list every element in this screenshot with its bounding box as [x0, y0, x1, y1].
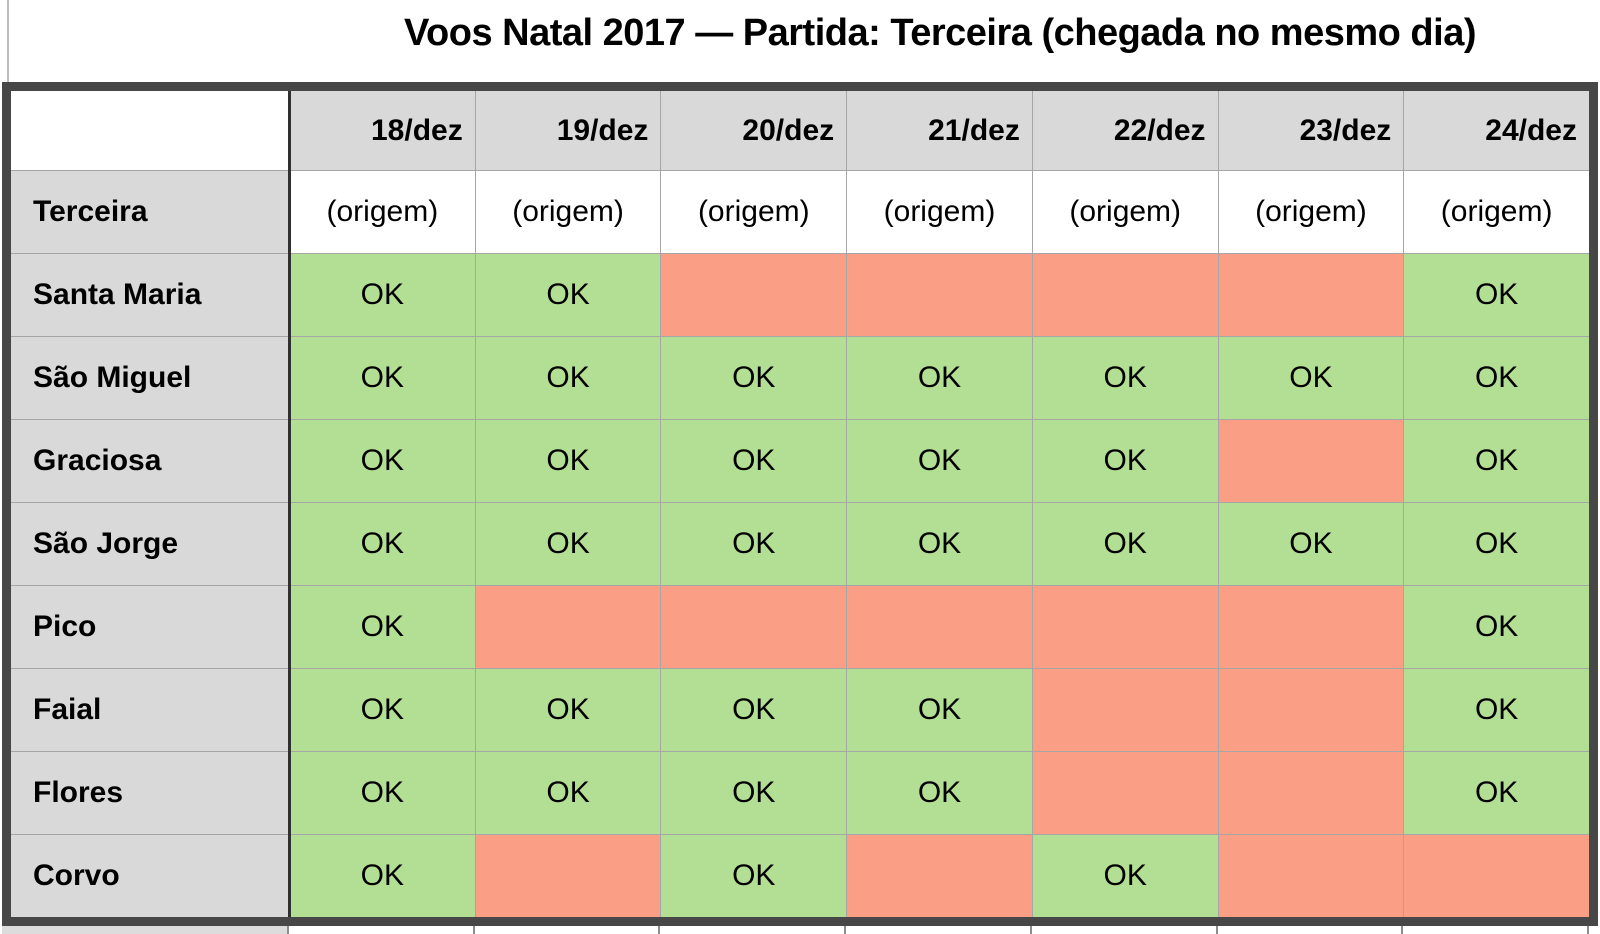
cell-pico-19/dez[interactable] [475, 586, 661, 668]
flights-grid: 18/dez 19/dez 20/dez 21/dez 22/dez 23/dez 24/d… [11, 91, 1589, 917]
cell-santa-maria-23/dez[interactable] [1218, 254, 1404, 336]
cell-pico-20/dez[interactable] [661, 586, 847, 668]
cell-são-miguel-19/dez[interactable]: OK [475, 337, 661, 419]
cell-são-jorge-23/dez[interactable]: OK [1218, 503, 1404, 585]
cell-faial-18/dez[interactable]: OK [290, 669, 475, 751]
cell-graciosa-18/dez[interactable]: OK [290, 420, 475, 502]
cell-são-miguel-22/dez[interactable]: OK [1032, 337, 1218, 419]
cell-pico-23/dez[interactable] [1218, 586, 1404, 668]
cell-santa-maria-19/dez[interactable]: OK [475, 254, 661, 336]
cell-faial-22/dez[interactable] [1032, 669, 1218, 751]
cell-flores-22/dez[interactable] [1032, 752, 1218, 834]
cell-flores-23/dez[interactable] [1218, 752, 1404, 834]
cutoff-row-strip [2, 926, 1598, 934]
cell-faial-21/dez[interactable]: OK [847, 669, 1032, 751]
cell-corvo-19/dez[interactable] [475, 835, 661, 917]
cell-são-miguel-23/dez[interactable]: OK [1218, 337, 1404, 419]
row-label-santa-maria[interactable]: Santa Maria [11, 254, 289, 336]
cutoff-gridline-tick [1216, 926, 1218, 934]
cell-santa-maria-18/dez[interactable]: OK [290, 254, 475, 336]
cell-corvo-24/dez[interactable] [1404, 835, 1589, 917]
cell-pico-22/dez[interactable] [1032, 586, 1218, 668]
cell-são-jorge-24/dez[interactable]: OK [1404, 503, 1589, 585]
cutoff-gridline-tick [1401, 926, 1403, 934]
cell-terceira-20/dez[interactable]: (origem) [661, 171, 847, 253]
cell-terceira-21/dez[interactable]: (origem) [847, 171, 1032, 253]
cell-santa-maria-22/dez[interactable] [1032, 254, 1218, 336]
cell-são-miguel-24/dez[interactable]: OK [1404, 337, 1589, 419]
row-label-são-jorge[interactable]: São Jorge [11, 503, 289, 585]
cell-terceira-24/dez[interactable]: (origem) [1404, 171, 1589, 253]
cell-corvo-23/dez[interactable] [1218, 835, 1404, 917]
cell-graciosa-19/dez[interactable]: OK [475, 420, 661, 502]
cell-graciosa-24/dez[interactable]: OK [1404, 420, 1589, 502]
column-header-22/dez[interactable]: 22/dez [1032, 91, 1218, 170]
cell-santa-maria-24/dez[interactable]: OK [1404, 254, 1589, 336]
row-label-graciosa[interactable]: Graciosa [11, 420, 289, 502]
row-label-corvo[interactable]: Corvo [11, 835, 289, 917]
row-label-pico[interactable]: Pico [11, 586, 289, 668]
row-label-flores[interactable]: Flores [11, 752, 289, 834]
cutoff-label-column [2, 926, 287, 934]
column-header-18/dez[interactable]: 18/dez [290, 91, 475, 170]
cell-são-jorge-18/dez[interactable]: OK [290, 503, 475, 585]
cell-terceira-23/dez[interactable]: (origem) [1218, 171, 1404, 253]
label-column-separator [288, 91, 291, 917]
cell-terceira-22/dez[interactable]: (origem) [1032, 171, 1218, 253]
cell-pico-18/dez[interactable]: OK [290, 586, 475, 668]
cell-flores-18/dez[interactable]: OK [290, 752, 475, 834]
cell-flores-19/dez[interactable]: OK [475, 752, 661, 834]
cell-corvo-20/dez[interactable]: OK [661, 835, 847, 917]
cell-terceira-19/dez[interactable]: (origem) [475, 171, 661, 253]
cell-são-jorge-19/dez[interactable]: OK [475, 503, 661, 585]
cell-são-miguel-21/dez[interactable]: OK [847, 337, 1032, 419]
cell-flores-21/dez[interactable]: OK [847, 752, 1032, 834]
column-header-24/dez[interactable]: 24/dez [1404, 91, 1589, 170]
row-label-são-miguel[interactable]: São Miguel [11, 337, 289, 419]
cell-santa-maria-20/dez[interactable] [661, 254, 847, 336]
column-guide-line [7, 0, 9, 82]
column-header-23/dez[interactable]: 23/dez [1218, 91, 1404, 170]
column-header-21/dez[interactable]: 21/dez [847, 91, 1032, 170]
cell-santa-maria-21/dez[interactable] [847, 254, 1032, 336]
cell-faial-19/dez[interactable]: OK [475, 669, 661, 751]
row-label-terceira[interactable]: Terceira [11, 171, 289, 253]
cell-são-jorge-22/dez[interactable]: OK [1032, 503, 1218, 585]
cell-pico-21/dez[interactable] [847, 586, 1032, 668]
cell-são-jorge-21/dez[interactable]: OK [847, 503, 1032, 585]
cell-terceira-18/dez[interactable]: (origem) [290, 171, 475, 253]
corner-cell[interactable] [11, 91, 289, 170]
cell-graciosa-23/dez[interactable] [1218, 420, 1404, 502]
cutoff-gridline-tick [473, 926, 475, 934]
cell-graciosa-20/dez[interactable]: OK [661, 420, 847, 502]
cutoff-gridline-tick [658, 926, 660, 934]
cutoff-gridline-tick [287, 926, 289, 934]
sheet-title: Voos Natal 2017 — Partida: Terceira (che… [404, 12, 1476, 54]
cell-faial-20/dez[interactable]: OK [661, 669, 847, 751]
cutoff-gridline-tick [844, 926, 846, 934]
cutoff-gridline-tick [1030, 926, 1032, 934]
cell-graciosa-21/dez[interactable]: OK [847, 420, 1032, 502]
column-header-19/dez[interactable]: 19/dez [475, 91, 661, 170]
cell-graciosa-22/dez[interactable]: OK [1032, 420, 1218, 502]
cell-são-miguel-18/dez[interactable]: OK [290, 337, 475, 419]
flights-availability-table: 18/dez 19/dez 20/dez 21/dez 22/dez 23/dez 24/d… [2, 82, 1598, 926]
cell-faial-24/dez[interactable]: OK [1404, 669, 1589, 751]
cell-são-jorge-20/dez[interactable]: OK [661, 503, 847, 585]
cutoff-gridline-tick [1587, 926, 1589, 934]
cell-corvo-18/dez[interactable]: OK [290, 835, 475, 917]
cell-pico-24/dez[interactable]: OK [1404, 586, 1589, 668]
cell-flores-24/dez[interactable]: OK [1404, 752, 1589, 834]
cell-faial-23/dez[interactable] [1218, 669, 1404, 751]
column-header-20/dez[interactable]: 20/dez [661, 91, 847, 170]
cell-corvo-22/dez[interactable]: OK [1032, 835, 1218, 917]
row-label-faial[interactable]: Faial [11, 669, 289, 751]
cell-corvo-21/dez[interactable] [847, 835, 1032, 917]
cell-são-miguel-20/dez[interactable]: OK [661, 337, 847, 419]
cell-flores-20/dez[interactable]: OK [661, 752, 847, 834]
